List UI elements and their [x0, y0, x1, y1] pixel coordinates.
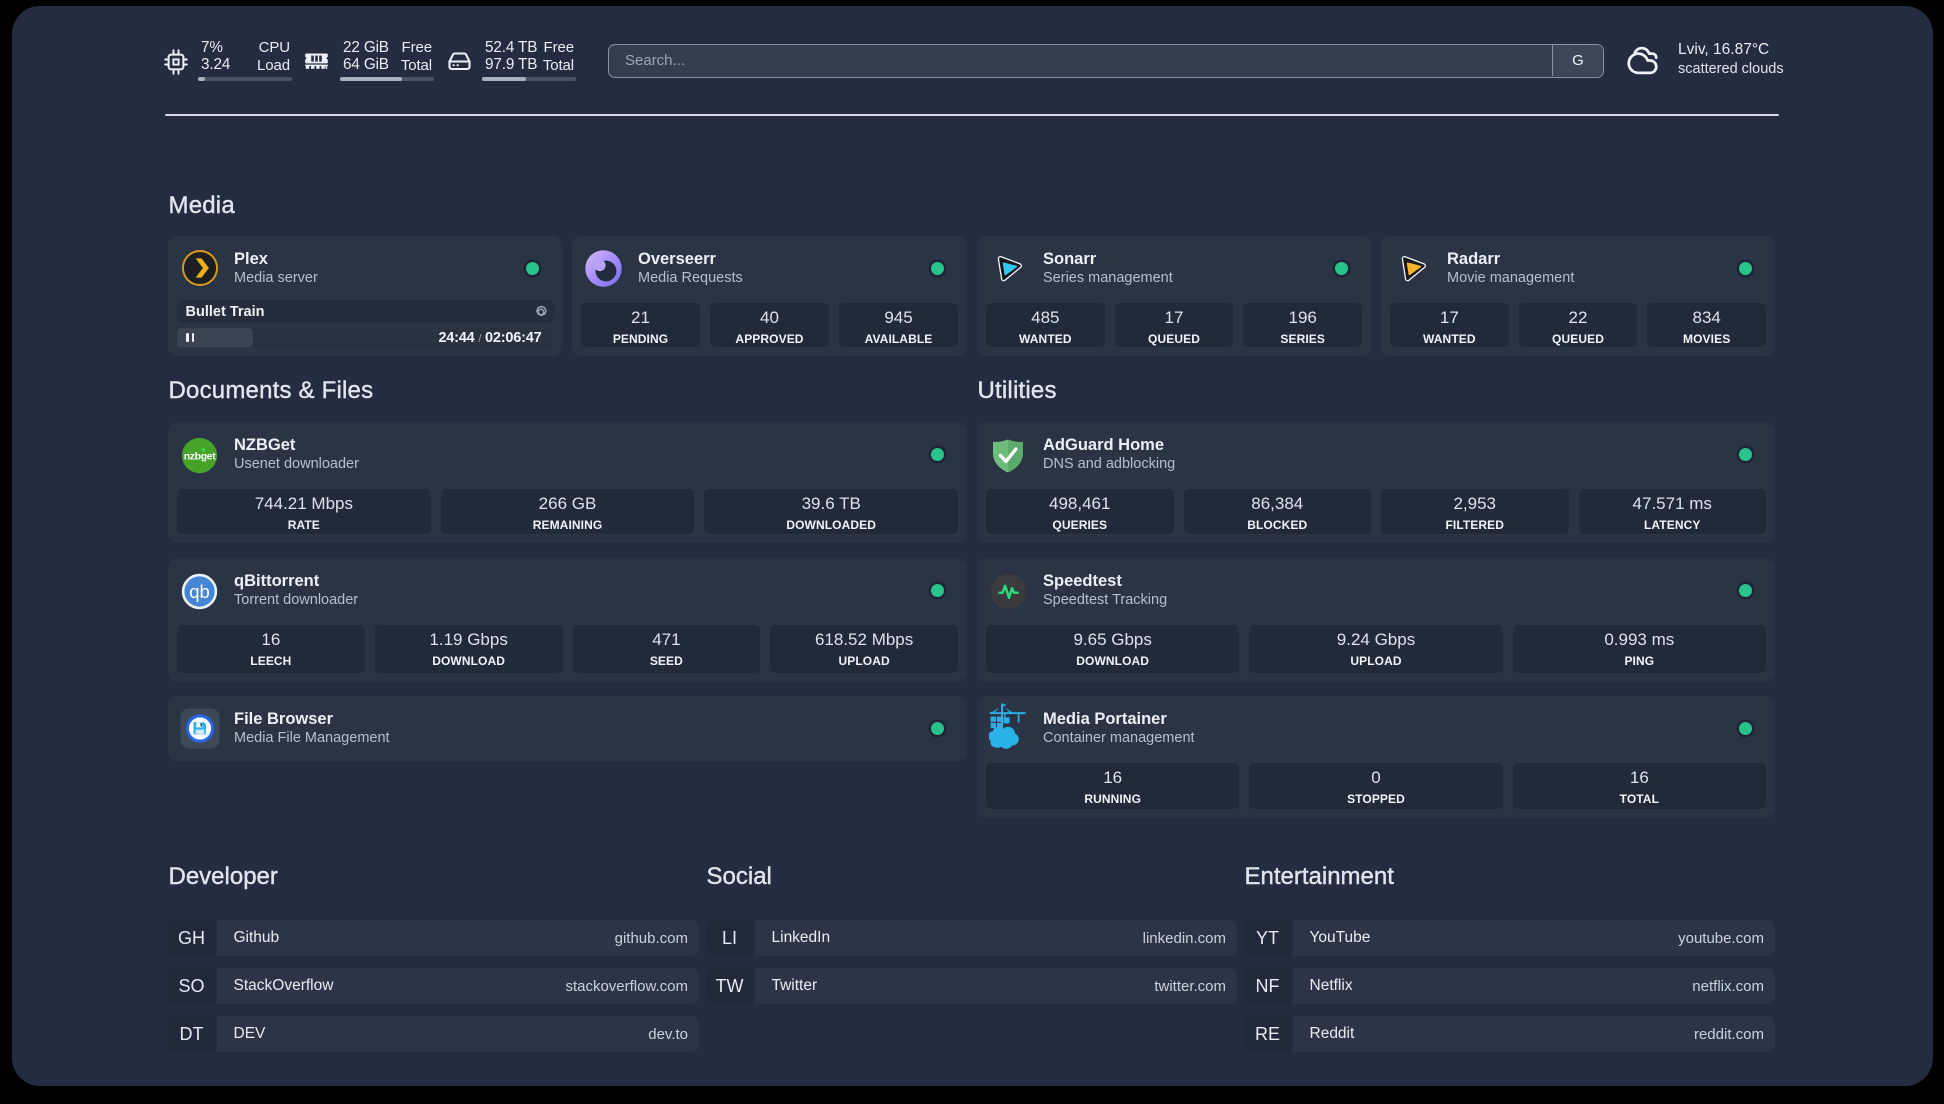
svg-text:qb: qb [189, 581, 210, 602]
svg-text:nzbget: nzbget [184, 451, 216, 463]
